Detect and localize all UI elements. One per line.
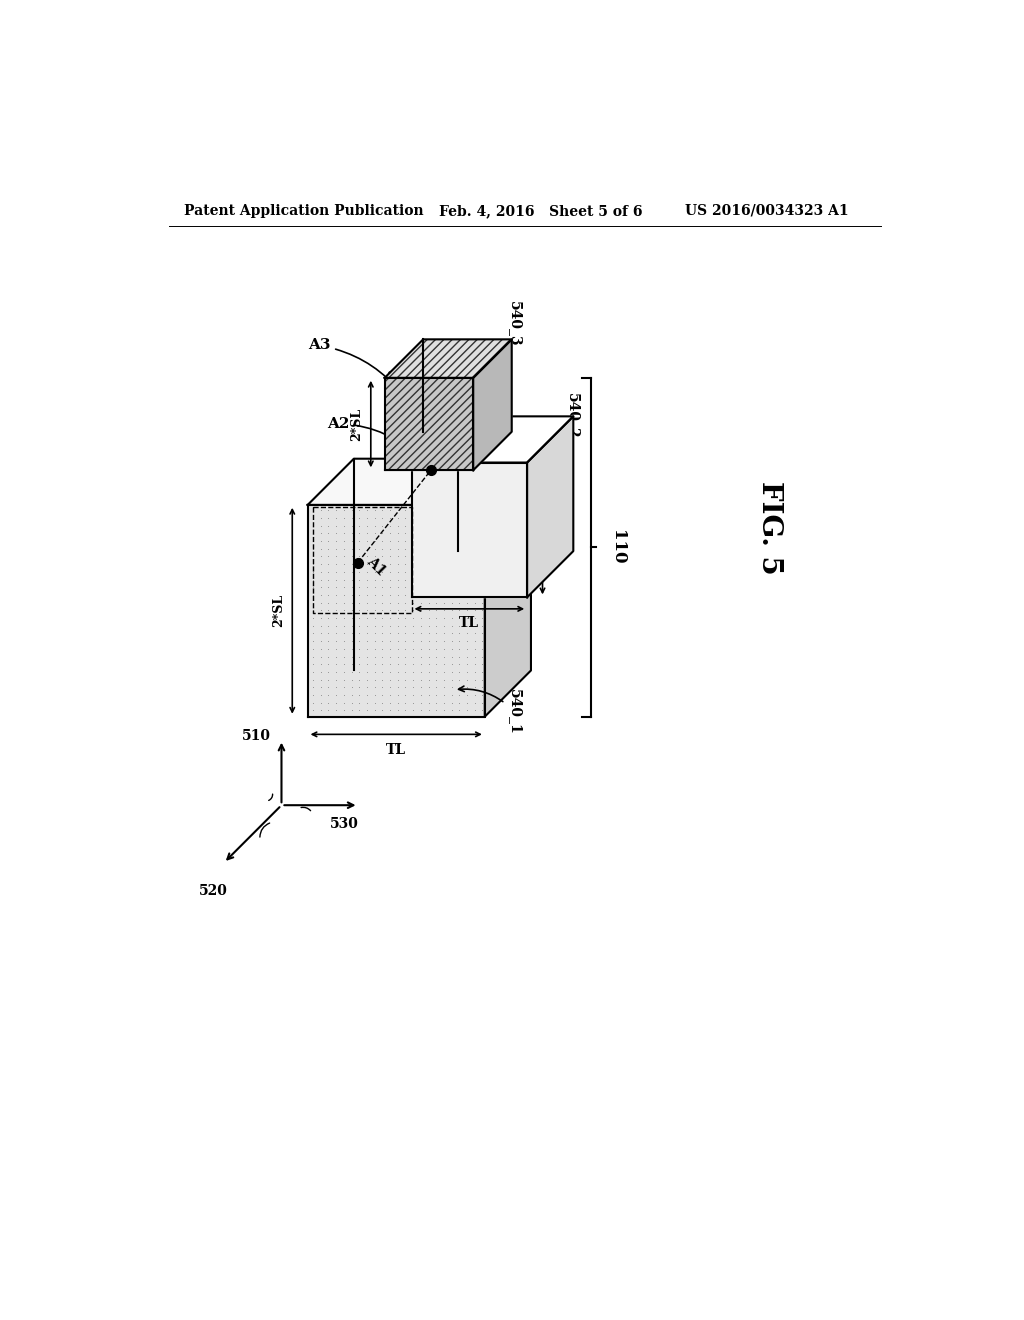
Text: US 2016/0034323 A1: US 2016/0034323 A1 bbox=[685, 203, 849, 218]
Text: 2*SL: 2*SL bbox=[349, 408, 362, 441]
Polygon shape bbox=[385, 339, 512, 378]
Polygon shape bbox=[385, 378, 473, 470]
Text: A1: A1 bbox=[364, 554, 388, 578]
Polygon shape bbox=[412, 462, 527, 598]
Polygon shape bbox=[473, 339, 512, 470]
Polygon shape bbox=[527, 416, 573, 598]
Text: 510: 510 bbox=[243, 729, 271, 743]
Text: 540_3: 540_3 bbox=[488, 301, 522, 372]
Text: Feb. 4, 2016   Sheet 5 of 6: Feb. 4, 2016 Sheet 5 of 6 bbox=[438, 203, 642, 218]
Polygon shape bbox=[307, 506, 484, 717]
Polygon shape bbox=[412, 416, 573, 462]
Text: 2*SL: 2*SL bbox=[272, 594, 285, 627]
Text: 2*SL: 2*SL bbox=[551, 513, 564, 546]
Text: 110: 110 bbox=[608, 531, 626, 565]
Text: TL: TL bbox=[419, 354, 438, 367]
Text: A3: A3 bbox=[307, 338, 401, 393]
Text: 520: 520 bbox=[200, 884, 228, 899]
Text: A2: A2 bbox=[327, 417, 424, 466]
Text: TL: TL bbox=[460, 615, 479, 630]
Polygon shape bbox=[484, 459, 531, 717]
Text: FIG. 5: FIG. 5 bbox=[756, 480, 783, 576]
Text: 530: 530 bbox=[330, 817, 359, 830]
Text: 540_1: 540_1 bbox=[459, 686, 522, 735]
Text: TL: TL bbox=[386, 743, 407, 756]
Text: Patent Application Publication: Patent Application Publication bbox=[184, 203, 424, 218]
Text: 540_2: 540_2 bbox=[537, 393, 580, 484]
Polygon shape bbox=[307, 459, 531, 506]
